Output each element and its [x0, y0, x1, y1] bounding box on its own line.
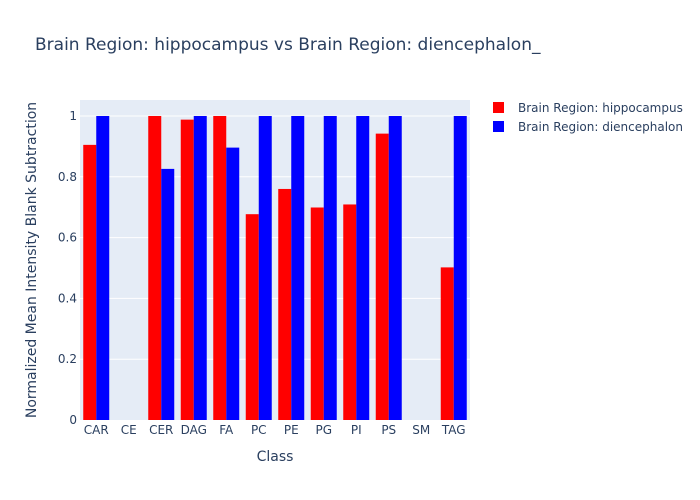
x-tick-label: CAR	[84, 423, 109, 437]
bar-pe-series-2[interactable]	[291, 115, 305, 421]
bar-dag-series-1[interactable]	[180, 119, 194, 421]
bar-fa-series-1[interactable]	[213, 115, 227, 421]
x-tick-label: TAG	[441, 423, 466, 437]
x-tick-labels: CAR CE CER DAG FA PC PE PG PI PS SM TAG	[84, 423, 466, 437]
y-tick-label: 0.8	[58, 170, 77, 184]
y-tick-label: 0.4	[58, 291, 77, 305]
bar-pg-series-1[interactable]	[310, 207, 324, 420]
y-tick-label: 0.6	[58, 231, 77, 245]
y-axis-title: Normalized Mean Intensity Blank Subtract…	[24, 102, 40, 418]
chart-title: Brain Region: hippocampus vs Brain Regio…	[35, 35, 541, 55]
x-axis-title: Class	[257, 449, 294, 465]
bar-car-series-1[interactable]	[83, 144, 97, 420]
x-tick-label: PI	[351, 423, 362, 437]
bar-pc-series-1[interactable]	[245, 214, 259, 420]
legend-swatch	[493, 102, 504, 113]
x-tick-label: DAG	[181, 423, 207, 437]
x-tick-label: FA	[219, 423, 234, 437]
x-tick-label: SM	[412, 423, 430, 437]
x-tick-label: PG	[315, 423, 332, 437]
bar-pi-series-2[interactable]	[356, 115, 370, 421]
bar-tag-series-2[interactable]	[453, 115, 467, 421]
gridlines	[80, 115, 470, 360]
x-tick-label: PS	[381, 423, 396, 437]
x-tick-label: CE	[121, 423, 137, 437]
bar-pi-series-1[interactable]	[343, 204, 357, 420]
legend-label: Brain Region: hippocampus	[518, 101, 683, 115]
bar-cer-series-1[interactable]	[148, 115, 162, 421]
bar-pc-series-2[interactable]	[258, 115, 272, 421]
x-tick-label: PC	[251, 423, 267, 437]
bar-ps-series-2[interactable]	[388, 115, 402, 421]
bar-cer-series-2[interactable]	[161, 168, 175, 420]
x-tick-label: CER	[149, 423, 173, 437]
bars	[83, 115, 467, 421]
plot-background	[80, 100, 470, 420]
bar-fa-series-2[interactable]	[226, 147, 240, 420]
bar-pe-series-1[interactable]	[278, 188, 292, 420]
x-tick-label: PE	[284, 423, 299, 437]
legend-swatch	[493, 121, 504, 132]
y-tick-label: 0	[69, 413, 77, 427]
bar-tag-series-1[interactable]	[440, 267, 454, 420]
bar-ps-series-1[interactable]	[375, 133, 389, 420]
y-tick-label: 1	[69, 109, 77, 123]
bar-car-series-2[interactable]	[96, 115, 110, 421]
bar-dag-series-2[interactable]	[193, 115, 207, 421]
y-tick-label: 0.2	[58, 352, 77, 366]
bar-pg-series-2[interactable]	[323, 115, 337, 421]
legend-label: Brain Region: diencephalon	[518, 120, 683, 134]
y-tick-labels: 0 0.2 0.4 0.6 0.8 1	[58, 109, 77, 427]
legend[interactable]: Brain Region: hippocampus Brain Region: d…	[493, 101, 683, 134]
